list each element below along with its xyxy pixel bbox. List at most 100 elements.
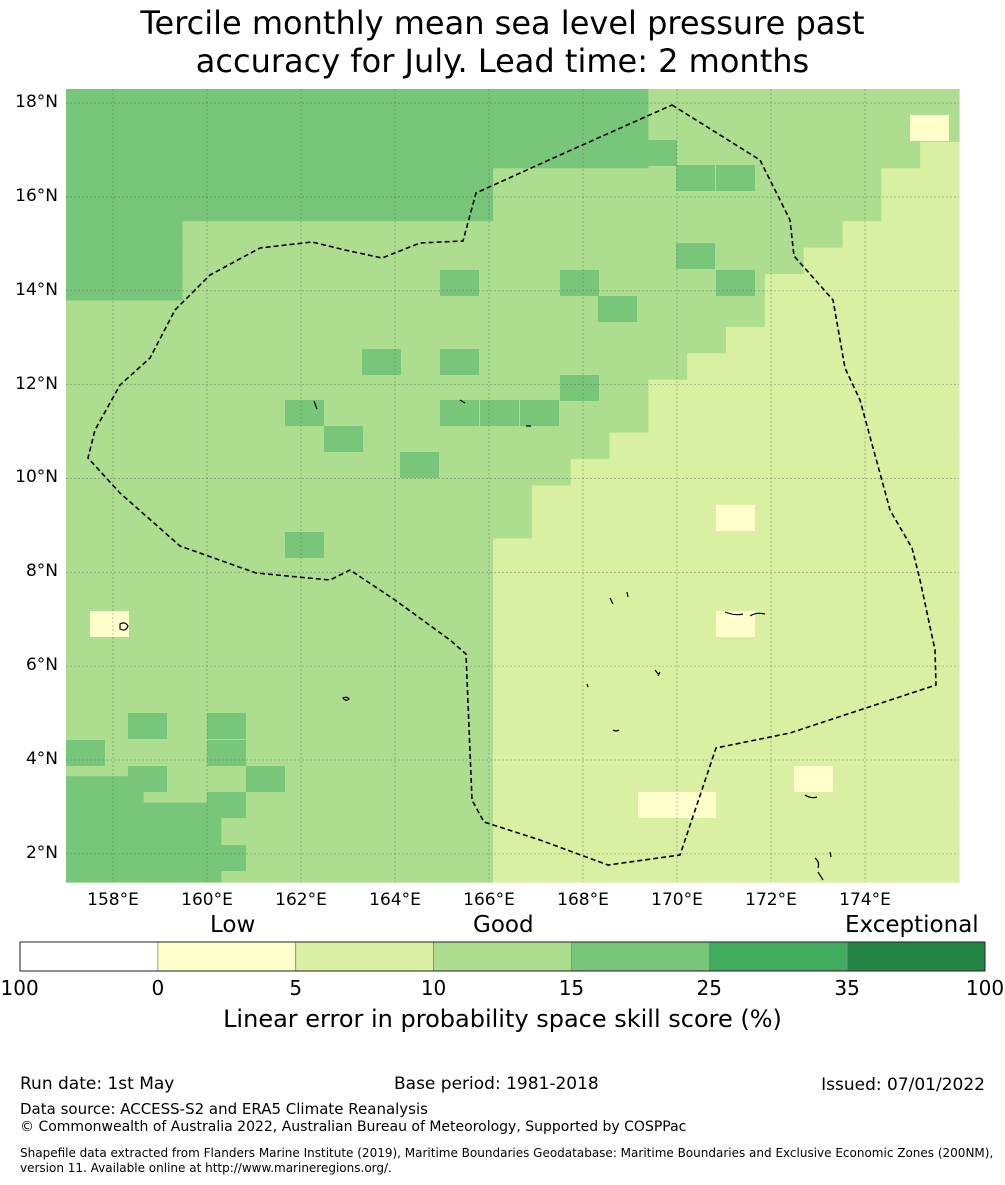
skill-cell xyxy=(260,644,300,672)
skill-cell xyxy=(337,141,378,169)
skill-cell xyxy=(454,617,494,645)
skill-cell xyxy=(648,459,688,487)
skill-cell xyxy=(454,749,494,777)
skill-cell xyxy=(881,855,921,883)
skill-cell xyxy=(842,776,882,804)
skill-cell xyxy=(531,564,572,592)
skill-cell xyxy=(221,274,261,302)
skill-cell xyxy=(609,459,649,487)
skill-cell xyxy=(493,300,533,328)
skill-cell xyxy=(66,670,106,698)
skill-cell xyxy=(764,829,805,857)
skill-cell xyxy=(66,564,106,592)
skill-cell xyxy=(531,485,572,513)
skill-cell xyxy=(920,855,960,883)
skill-cell xyxy=(454,538,494,566)
skill-cell xyxy=(687,723,727,751)
skill-cell xyxy=(260,274,300,302)
skill-cell xyxy=(454,115,494,143)
skill-cell xyxy=(803,723,844,751)
skill-cell xyxy=(881,591,921,619)
skill-cell xyxy=(881,749,921,777)
skill-cell xyxy=(143,274,184,302)
skill-cell xyxy=(143,406,184,434)
skill-cell xyxy=(716,611,755,637)
lat-tick-label: 4°N xyxy=(25,749,58,769)
skill-cell xyxy=(454,723,494,751)
skill-cell xyxy=(454,141,494,169)
skill-cell xyxy=(531,538,572,566)
skill-cell xyxy=(803,115,844,143)
skill-cell xyxy=(182,194,222,222)
skill-cell xyxy=(376,855,417,883)
skill-cell xyxy=(803,406,844,434)
skill-cell xyxy=(337,749,378,777)
skill-cell xyxy=(337,379,378,407)
skill-cell xyxy=(454,776,494,804)
skill-cell xyxy=(221,221,261,249)
skill-cell xyxy=(531,723,572,751)
skill-cell xyxy=(143,617,184,645)
skill-cell xyxy=(143,432,184,460)
skill-cell xyxy=(920,829,960,857)
skill-cell xyxy=(182,432,222,460)
skill-cell xyxy=(143,115,184,143)
skill-cell xyxy=(764,326,805,354)
skill-cell xyxy=(440,270,479,296)
skill-cell xyxy=(531,829,572,857)
skill-cell xyxy=(570,670,611,698)
skill-cell xyxy=(182,459,222,487)
skill-cell xyxy=(842,564,882,592)
skill-cell xyxy=(221,141,261,169)
skill-cell xyxy=(128,713,167,739)
skill-cell xyxy=(920,644,960,672)
skill-cell xyxy=(415,168,455,196)
colorbar-tick-label: 25 xyxy=(696,976,723,1000)
skill-cell xyxy=(609,326,649,354)
skill-cell xyxy=(324,426,363,452)
skill-cell xyxy=(920,511,960,539)
skill-cell xyxy=(104,459,145,487)
skill-cell xyxy=(260,485,300,513)
skill-cell xyxy=(454,802,494,830)
data-source: Data source: ACCESS-S2 and ERA5 Climate … xyxy=(20,1100,428,1118)
skill-cell xyxy=(337,855,378,883)
skill-cell xyxy=(376,538,417,566)
lon-tick-label: 168°E xyxy=(557,890,609,910)
skill-cell xyxy=(726,670,766,698)
skill-cell xyxy=(803,511,844,539)
skill-grid xyxy=(66,89,960,883)
skill-cell xyxy=(803,855,844,883)
skill-cell xyxy=(221,115,261,143)
skill-cell xyxy=(842,274,882,302)
skill-cell xyxy=(764,221,805,249)
skill-cell xyxy=(298,141,339,169)
skill-cell xyxy=(687,89,727,117)
skill-cell xyxy=(298,274,339,302)
skill-cell xyxy=(376,802,417,830)
skill-cell xyxy=(764,591,805,619)
skill-cell xyxy=(143,221,184,249)
skill-cell xyxy=(881,696,921,724)
skill-cell xyxy=(764,696,805,724)
skill-cell xyxy=(881,379,921,407)
skill-cell xyxy=(104,855,145,883)
skill-cell xyxy=(260,564,300,592)
skill-cell xyxy=(920,141,960,169)
skill-cell xyxy=(609,89,649,117)
colorbar-tick-label: 15 xyxy=(558,976,585,1000)
skill-cell xyxy=(687,696,727,724)
skill-cell xyxy=(415,617,455,645)
skill-cell xyxy=(337,459,378,487)
skill-cell xyxy=(598,296,637,322)
skill-cell xyxy=(920,406,960,434)
skill-cell xyxy=(920,326,960,354)
shapefile-credit-line1: Shapefile data extracted from Flanders M… xyxy=(20,1146,994,1160)
skill-cell xyxy=(143,300,184,328)
skill-cell xyxy=(648,696,688,724)
skill-cell xyxy=(726,194,766,222)
skill-cell xyxy=(531,168,572,196)
skill-cell xyxy=(726,696,766,724)
colorbar-tick-label: -100 xyxy=(0,976,39,1000)
skill-cell xyxy=(726,115,766,143)
